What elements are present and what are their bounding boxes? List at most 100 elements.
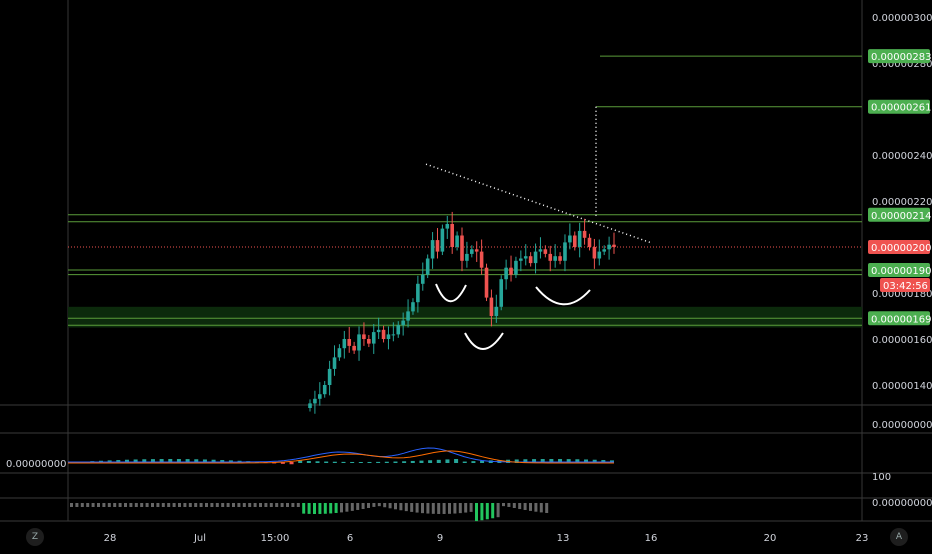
candle-body (543, 249, 548, 254)
candle-body (396, 325, 401, 335)
candle-body (342, 339, 347, 349)
oscillator-bar (534, 503, 538, 512)
oscillator-bar (237, 503, 241, 507)
candle-body (391, 334, 396, 336)
left-shoulder-curve (435, 283, 467, 303)
oscillator-bar (491, 503, 495, 519)
macd-histogram-bar (159, 459, 164, 463)
macd-histogram-bar (592, 459, 597, 463)
candle-body (376, 329, 381, 333)
oscillator-bar (485, 503, 489, 520)
macd-histogram-bar (436, 459, 441, 463)
oscillator-bar (221, 503, 225, 507)
candle-body (499, 279, 504, 307)
candle-body (430, 240, 435, 259)
candle-body (479, 251, 484, 268)
candle-body (401, 320, 405, 326)
pane4-label: 0.00000000 (872, 498, 932, 509)
price-tag-bg (880, 278, 930, 292)
pane3-label: 100 (872, 472, 891, 483)
candle-body (450, 224, 454, 247)
macd-histogram-bar (480, 460, 485, 463)
price-tag-bg (868, 99, 930, 114)
macd-histogram-bar (558, 459, 563, 463)
candle-body (460, 235, 464, 261)
oscillator-bar (421, 503, 424, 514)
candle-body (332, 357, 337, 369)
x-tick-label: 15:00 (261, 533, 290, 544)
candle-body (509, 267, 513, 275)
oscillator-bar (188, 503, 192, 507)
oscillator-bar (75, 503, 79, 507)
price-tag-label: 0.00000200 (871, 243, 931, 254)
candle-body (455, 235, 459, 247)
candle-body (440, 228, 445, 252)
macd-histogram-bar (202, 459, 207, 463)
oscillator-bar (97, 503, 100, 507)
scale-mode-z-button[interactable]: Z (26, 528, 44, 546)
oscillator-bar (178, 503, 181, 507)
oscillator-bar (523, 503, 527, 511)
candle-body (577, 230, 582, 247)
x-tick-label: 13 (557, 533, 570, 544)
oscillator-bar (399, 503, 403, 511)
oscillator-bar (129, 503, 133, 507)
macd-histogram-bar (194, 459, 199, 463)
candle-body (612, 244, 616, 247)
candle-body (519, 258, 523, 261)
candle-body (327, 368, 332, 385)
macd-histogram-bar (445, 459, 450, 463)
oscillator-bar (140, 503, 144, 507)
oscillator-bar (512, 503, 516, 509)
macd-histogram-bar (566, 459, 571, 463)
price-tag-label: 0.00000214 (871, 211, 931, 222)
pane2-left-label: 0.00000000 (6, 459, 66, 470)
candle-body (528, 256, 533, 264)
y-tick-label: 0.00000180 (872, 289, 932, 300)
oscillator-bar (232, 503, 235, 507)
oscillator-bar (496, 503, 500, 518)
candle-body (386, 334, 391, 339)
oscillator-bar (502, 503, 505, 507)
oscillator-bar (210, 503, 214, 507)
oscillator-bar (394, 503, 397, 510)
oscillator-bar (70, 503, 73, 507)
price-tag-bg (868, 240, 930, 254)
oscillator-bar (539, 503, 543, 513)
candle-body (352, 345, 356, 351)
oscillator-bar (296, 503, 300, 507)
candle-body (322, 385, 327, 395)
macd-histogram-bar (540, 459, 545, 463)
oscillator-bar (350, 503, 354, 511)
candle-body (563, 242, 567, 261)
macd-histogram-bar (376, 461, 381, 463)
y-tick-label: 0.00000220 (872, 197, 932, 208)
macd-histogram-bar (298, 460, 303, 463)
y-tick-label: 0.00000140 (872, 381, 932, 392)
oscillator-bar (431, 503, 435, 514)
x-tick-label: 23 (856, 533, 869, 544)
oscillator-bar (377, 503, 381, 507)
candle-body (602, 249, 606, 252)
candle-body (435, 240, 440, 252)
macd-histogram-bar (324, 461, 329, 463)
auto-scale-button[interactable]: A (890, 528, 908, 546)
macd-histogram-bar (410, 460, 415, 463)
oscillator-bar (107, 503, 111, 507)
oscillator-bar (291, 503, 295, 507)
candle-body (592, 247, 597, 259)
candle-body (568, 235, 572, 243)
candle-body (367, 339, 371, 344)
oscillator-bar (313, 503, 316, 514)
oscillator-bar (529, 503, 532, 511)
macd-histogram-bar (306, 460, 311, 463)
macd-histogram-bar (315, 461, 320, 463)
candle-body (445, 224, 450, 229)
oscillator-bar (205, 503, 208, 507)
macd-histogram-bar (523, 459, 528, 463)
oscillator-bar (415, 503, 419, 513)
macd-histogram-bar (289, 462, 294, 465)
candle-body (347, 339, 352, 346)
